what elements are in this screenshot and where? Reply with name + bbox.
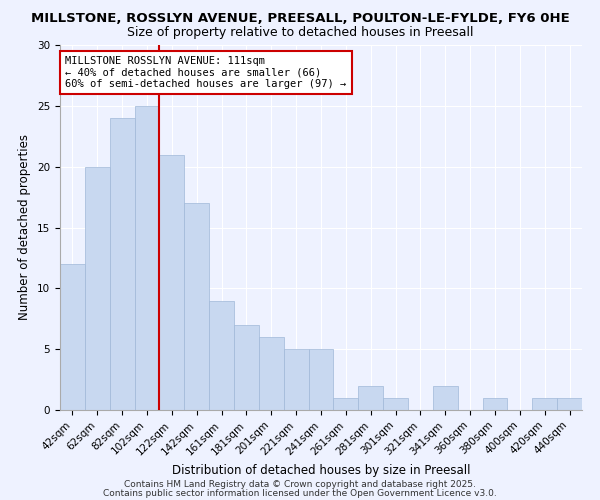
Bar: [334, 398, 358, 410]
Text: Contains public sector information licensed under the Open Government Licence v3: Contains public sector information licen…: [103, 488, 497, 498]
Text: MILLSTONE, ROSSLYN AVENUE, PREESALL, POULTON-LE-FYLDE, FY6 0HE: MILLSTONE, ROSSLYN AVENUE, PREESALL, POU…: [31, 12, 569, 26]
Bar: [557, 398, 582, 410]
Bar: [358, 386, 383, 410]
Bar: [383, 398, 408, 410]
Bar: [234, 325, 259, 410]
Bar: [209, 300, 234, 410]
Bar: [433, 386, 458, 410]
Bar: [184, 203, 209, 410]
Bar: [134, 106, 160, 410]
Y-axis label: Number of detached properties: Number of detached properties: [19, 134, 31, 320]
Bar: [259, 337, 284, 410]
Bar: [482, 398, 508, 410]
Bar: [110, 118, 134, 410]
Bar: [284, 349, 308, 410]
Bar: [85, 166, 110, 410]
Text: Contains HM Land Registry data © Crown copyright and database right 2025.: Contains HM Land Registry data © Crown c…: [124, 480, 476, 489]
X-axis label: Distribution of detached houses by size in Preesall: Distribution of detached houses by size …: [172, 464, 470, 476]
Text: Size of property relative to detached houses in Preesall: Size of property relative to detached ho…: [127, 26, 473, 39]
Bar: [308, 349, 334, 410]
Bar: [532, 398, 557, 410]
Bar: [60, 264, 85, 410]
Bar: [160, 154, 184, 410]
Text: MILLSTONE ROSSLYN AVENUE: 111sqm
← 40% of detached houses are smaller (66)
60% o: MILLSTONE ROSSLYN AVENUE: 111sqm ← 40% o…: [65, 56, 346, 89]
